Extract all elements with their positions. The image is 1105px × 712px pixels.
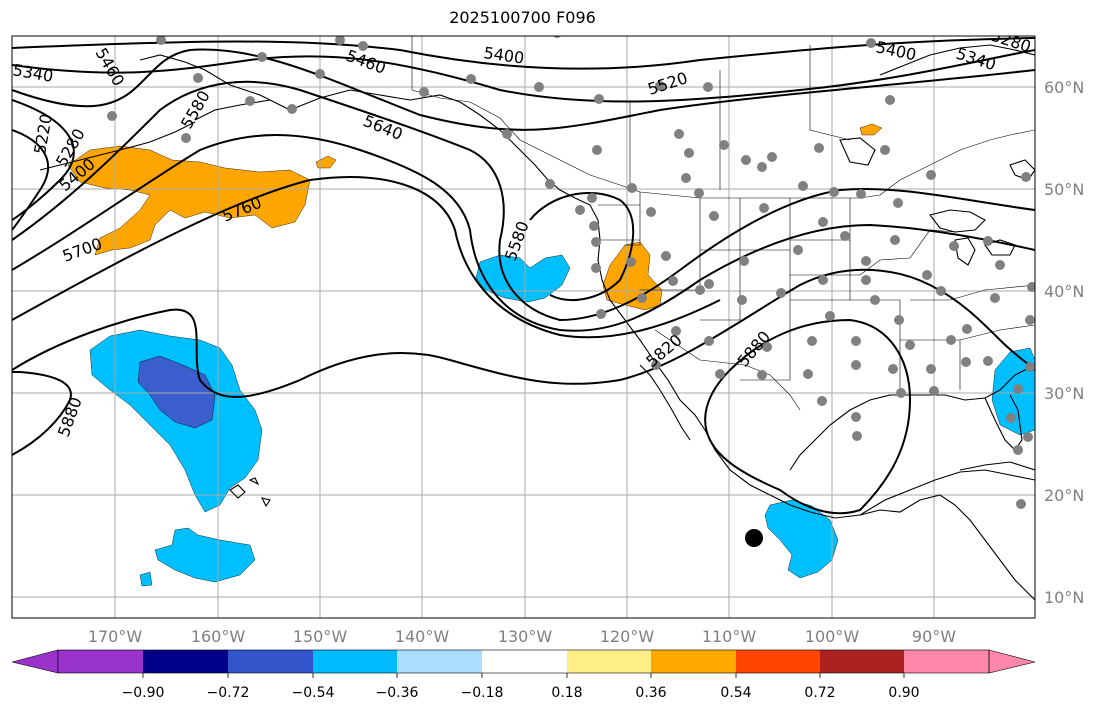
colorbar-segment [228,650,313,673]
lat-label: 50°N [1044,180,1084,199]
negative-anomaly-region [991,347,1035,436]
lon-label: 140°W [395,627,450,646]
colorbar-tick-label: −0.72 [207,685,250,701]
contour-label: 5580 [501,219,533,264]
contour-label: 5640 [361,111,406,144]
negative-anomaly-region [475,254,571,303]
anomaly-fills [67,123,1035,587]
contour-label: 5520 [645,68,690,99]
lat-label: 20°N [1044,486,1084,505]
negative-anomaly-region [139,571,153,587]
latitude-labels: 60°N 50°N 40°N 30°N 20°N 10°N [1044,78,1084,607]
lon-label: 150°W [293,627,348,646]
colorbar-frame [57,649,990,674]
contour-label: 5220 [30,112,56,155]
colorbar-tick-label: 0.72 [804,685,835,701]
colorbar-segment [567,650,651,673]
contour-label: 5700 [60,234,105,266]
graticule [12,36,1035,618]
colorbar-low-extend [11,649,59,674]
colorbar-segment [736,650,820,673]
colorbar-tick-label: 0.36 [635,685,666,701]
lon-label: 100°W [805,627,860,646]
colorbar-segment [313,650,397,673]
lon-label: 90°W [912,627,956,646]
longitude-labels: 170°W 160°W 150°W 140°W 130°W 120°W 110°… [88,627,956,646]
negative-anomaly-region [154,527,256,583]
positive-anomaly-region [315,155,337,169]
lon-label: 170°W [88,627,143,646]
lon-label: 110°W [702,627,757,646]
map-title: 2025100700 F096 [449,8,596,27]
colorbar-tick-label: 0.90 [888,685,919,701]
colorbar: −0.90 −0.72 −0.54 −0.36 −0.18 0.18 0.36 … [11,649,1036,701]
contour-label: 5340 [954,44,999,75]
storm-marker [745,529,763,547]
lat-label: 60°N [1044,78,1084,97]
contour-label: 5340 [11,60,54,86]
map-content: 5400 5460 5520 5400 5340 5280 5460 5580 … [11,26,1035,618]
contour-label: 5460 [344,46,389,78]
contour-label: 5880 [54,395,86,440]
colorbar-segment [651,650,736,673]
colorbar-segment [904,650,989,673]
positive-anomaly-region [859,123,883,136]
colorbar-tick-label: 0.54 [720,685,751,701]
lon-label: 160°W [191,627,246,646]
station-markers [107,36,1035,509]
map-frame [11,35,1036,619]
colorbar-high-extend [988,649,1036,674]
height-contours [12,37,1035,515]
lon-label: 120°W [600,627,655,646]
colorbar-segment [820,650,904,673]
contour-label: 5580 [177,87,214,132]
positive-anomaly-region [67,145,311,256]
contour-label: 5280 [989,26,1034,57]
colorbar-segment [482,650,567,673]
colorbar-tick-label: −0.90 [122,685,165,701]
colorbar-segment [397,650,482,673]
lat-label: 30°N [1044,384,1084,403]
colorbar-tick-label: −0.18 [461,685,504,701]
political-borders [411,36,1035,411]
colorbar-tick-label: 0.18 [551,685,582,701]
contour-label: 5460 [92,45,129,90]
colorbar-tick-label: −0.36 [376,685,419,701]
lon-label: 130°W [498,627,553,646]
colorbar-tick-label: −0.54 [292,685,335,701]
lat-label: 40°N [1044,282,1084,301]
lat-label: 10°N [1044,588,1084,607]
colorbar-segment [143,650,228,673]
colorbar-segment [58,650,143,673]
